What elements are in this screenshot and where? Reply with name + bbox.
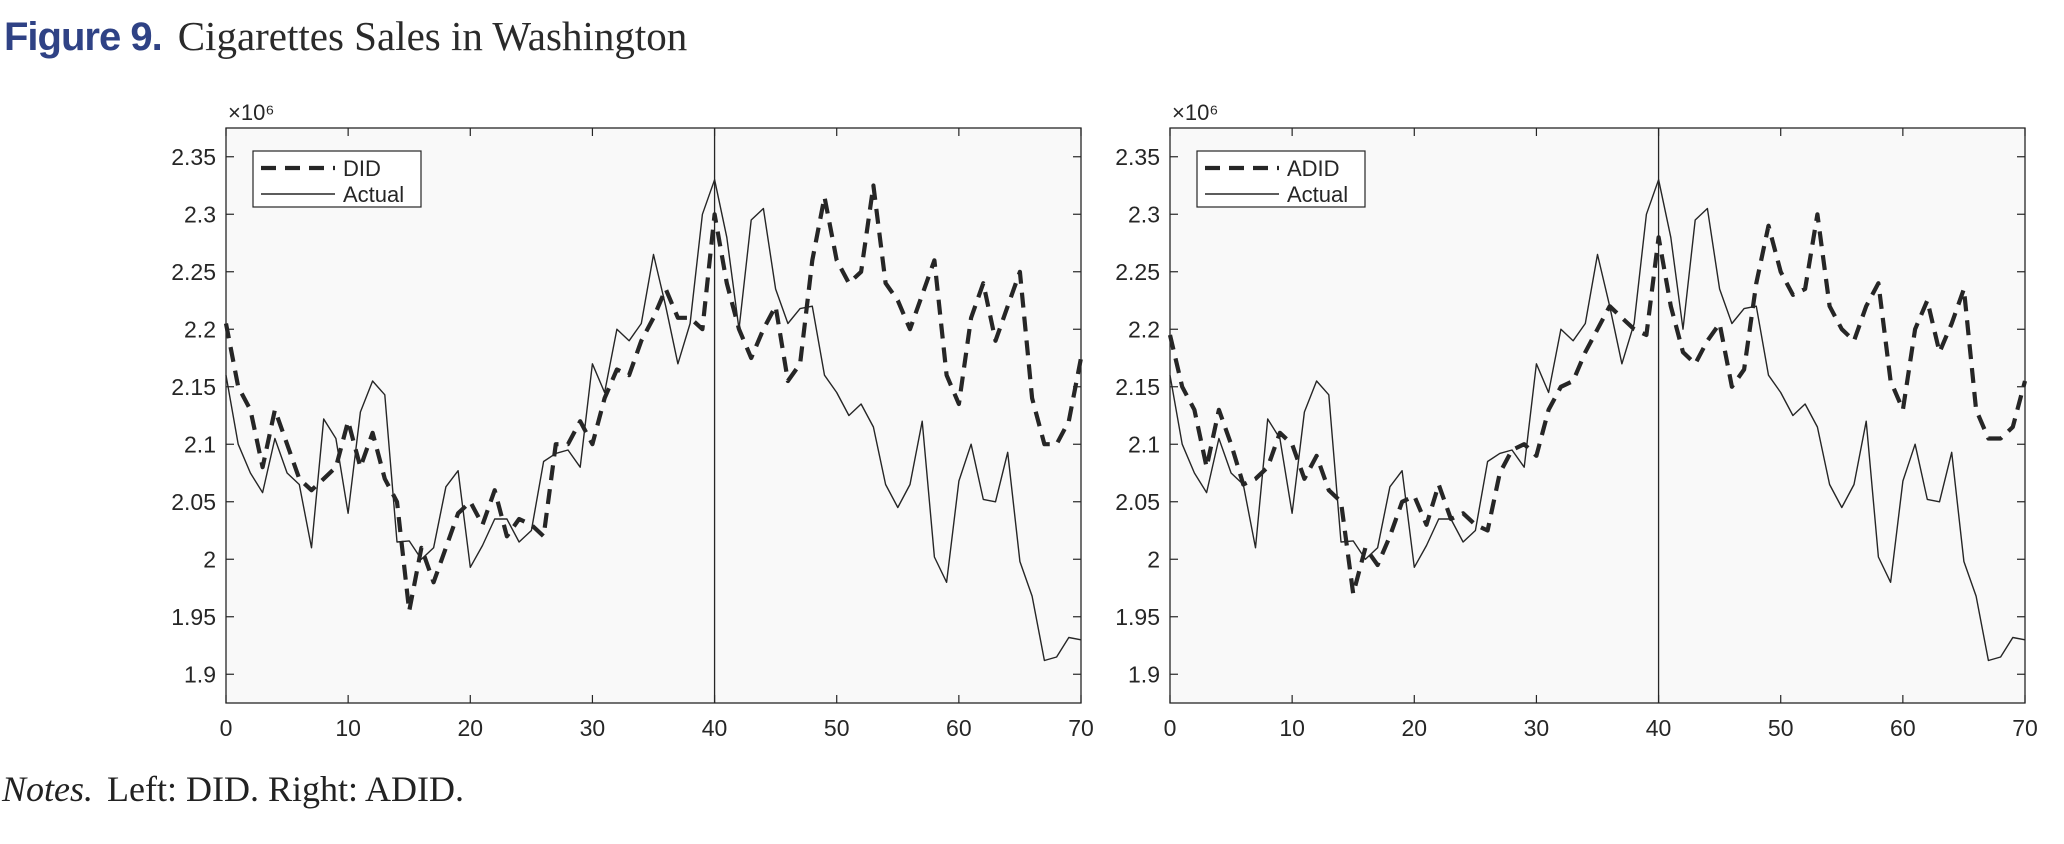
y-tick-label: 1.95 (171, 604, 216, 630)
legend-label-did: DID (343, 156, 381, 181)
notes-text: Left: DID. Right: ADID. (107, 769, 464, 809)
y-tick-label: 1.95 (1115, 604, 1160, 630)
x-tick-label: 60 (946, 715, 972, 741)
series-line-adid (1167, 212, 2028, 596)
y-tick-label: 2 (1147, 546, 1160, 572)
y-tick-label: 2.1 (184, 431, 216, 457)
plot-area (226, 128, 1081, 703)
x-tick-label: 40 (702, 715, 728, 741)
legend-label-actual: Actual (1287, 182, 1348, 207)
legend-box (1196, 150, 1366, 208)
notes-label: Notes. (2, 769, 94, 809)
x-tick-label: 70 (2012, 715, 2038, 741)
axes-box (1169, 127, 2026, 704)
x-tick-label: 50 (824, 715, 850, 741)
y-tick-label: 2.35 (1115, 144, 1160, 170)
x-tick-label: 70 (1068, 715, 1094, 741)
chart-panel-2: 0 10 20 30 40 50 60 70 1.9 1.95 2 2.05 2.1 2.15 2.2 2.2… (1115, 100, 2038, 741)
x-tick-label: 20 (1401, 715, 1427, 741)
y-tick-label: 2.2 (184, 316, 216, 342)
x-tick-label: 10 (335, 715, 361, 741)
legend-box (252, 150, 422, 208)
y-tick-label: 1.9 (184, 661, 216, 687)
y-tick-label: 2 (203, 546, 216, 572)
y-tick-label: 2.3 (184, 201, 216, 227)
y-tick-label: 2.15 (171, 374, 216, 400)
x-tick-label: 30 (1524, 715, 1550, 741)
series-line-actual (225, 178, 1082, 662)
x-tick-label: 40 (1646, 715, 1672, 741)
axes-box (225, 127, 1082, 704)
y-tick-label: 2.1 (1128, 431, 1160, 457)
chart-panel-1: 0 10 20 30 40 50 60 70 1.9 1.95 2 2.05 2.1 2.15 2.2 2.2… (171, 100, 1094, 741)
plot-area (1170, 128, 2025, 703)
y-tick-label: 2.2 (1128, 316, 1160, 342)
figure-title-text: Cigarettes Sales in Washington (177, 13, 688, 59)
x-tick-label: 10 (1279, 715, 1305, 741)
y-tick-label: 1.9 (1128, 661, 1160, 687)
x-tick-label: 30 (580, 715, 606, 741)
legend-label-actual: Actual (343, 182, 404, 207)
x-tick-label: 60 (1890, 715, 1916, 741)
y-tick-label: 2.35 (171, 144, 216, 170)
x-tick-label: 50 (1768, 715, 1794, 741)
y-exponent-label: ×10⁶ (228, 100, 274, 125)
figure-notes: Notes. Left: DID. Right: ADID. (2, 768, 464, 810)
y-tick-label: 2.15 (1115, 374, 1160, 400)
legend-label-adid: ADID (1287, 156, 1340, 181)
y-tick-label: 2.05 (1115, 489, 1160, 515)
x-tick-label: 0 (1164, 715, 1177, 741)
y-exponent-label: ×10⁶ (1172, 100, 1218, 125)
series-line-actual (1169, 178, 2026, 662)
y-tick-label: 2.25 (1115, 259, 1160, 285)
figure-label: Figure 9. (4, 15, 163, 59)
x-tick-label: 20 (457, 715, 483, 741)
y-tick-label: 2.05 (171, 489, 216, 515)
figure-title: Figure 9. Cigarettes Sales in Washington (4, 6, 687, 66)
y-tick-label: 2.3 (1128, 201, 1160, 227)
x-tick-label: 0 (220, 715, 233, 741)
y-tick-label: 2.25 (171, 259, 216, 285)
